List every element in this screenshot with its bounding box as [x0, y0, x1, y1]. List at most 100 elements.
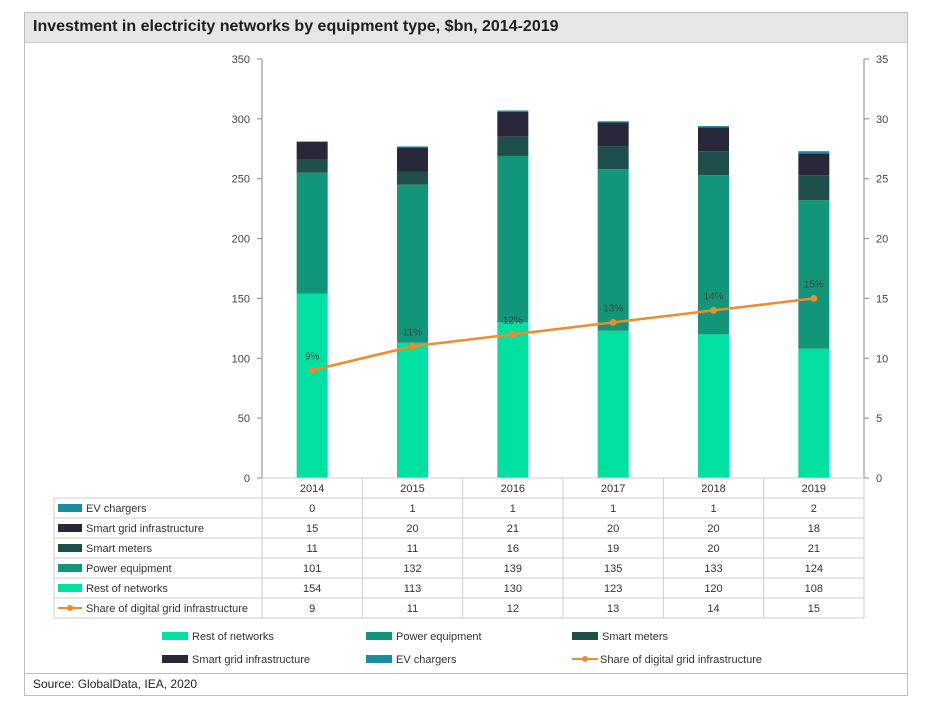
title-bar: Investment in electricity networks by eq… — [25, 13, 907, 43]
table-cell: 20 — [406, 523, 418, 535]
x-axis-tick-label: 2016 — [501, 483, 525, 495]
bar-segment — [597, 330, 629, 478]
bar-segment — [798, 153, 830, 176]
right-axis-tick-label: 35 — [876, 54, 888, 66]
table-cell: 12 — [507, 603, 519, 615]
table-cell: 1 — [610, 503, 616, 515]
x-axis-tick-label: 2018 — [701, 483, 725, 495]
table-cell: 2 — [811, 503, 817, 515]
table-cell: 20 — [707, 543, 719, 555]
bar-segment — [296, 159, 328, 173]
share-point — [810, 294, 818, 302]
table-legend-swatch — [58, 564, 82, 572]
left-axis-tick-label: 250 — [232, 174, 250, 186]
x-axis-tick-label: 2017 — [601, 483, 625, 495]
table-cell: 9 — [309, 603, 315, 615]
source-bar: Source: GlobalData, IEA, 2020 — [25, 673, 907, 695]
table-cell: 20 — [707, 523, 719, 535]
share-data-label: 15% — [804, 279, 824, 290]
x-axis-tick-label: 2019 — [802, 483, 826, 495]
left-axis-tick-label: 0 — [244, 473, 250, 485]
legend-label: Share of digital grid infrastructure — [600, 654, 762, 666]
table-cell: 132 — [403, 563, 421, 575]
bar-segment — [497, 136, 529, 156]
share-point — [710, 306, 717, 314]
right-axis-tick-label: 25 — [876, 174, 888, 186]
bar-segment — [698, 127, 729, 152]
table-cell: 16 — [507, 543, 519, 555]
bar-segment — [397, 184, 428, 343]
table-cell: 11 — [407, 603, 418, 615]
bar-segment — [397, 146, 428, 148]
table-legend-swatch — [58, 524, 82, 532]
source-note: Source: GlobalData, IEA, 2020 — [33, 677, 198, 691]
table-cell: 154 — [303, 583, 321, 595]
table-cell: 1 — [510, 503, 516, 515]
legend-swatch — [572, 632, 598, 640]
table-cell: 135 — [604, 563, 622, 575]
chart-title: Investment in electricity networks by eq… — [33, 18, 559, 35]
table-cell: 21 — [808, 543, 820, 555]
bar-segment — [497, 322, 529, 478]
table-cell: 11 — [306, 543, 317, 555]
table-cell: 108 — [805, 583, 823, 595]
share-data-label: 9% — [305, 351, 320, 362]
left-axis-tick-label: 350 — [232, 54, 250, 66]
right-axis-tick-label: 20 — [876, 234, 888, 246]
right-axis-tick-label: 30 — [876, 114, 888, 126]
right-axis-tick-label: 15 — [876, 293, 888, 305]
bar-segment — [798, 151, 830, 154]
table-cell: 19 — [607, 543, 619, 555]
bar-segment — [296, 172, 328, 294]
bar-segment — [597, 122, 629, 147]
legend-label: EV chargers — [396, 654, 457, 666]
legend-swatch — [162, 655, 188, 663]
legend-swatch — [366, 632, 392, 640]
table-cell: 133 — [704, 563, 722, 575]
table-row-label: Smart grid infrastructure — [86, 523, 204, 535]
share-point — [409, 342, 416, 350]
table-cell: 139 — [504, 563, 522, 575]
table-row-label: Power equipment — [86, 563, 172, 575]
share-data-label: 14% — [703, 291, 723, 302]
left-axis-tick-label: 200 — [232, 234, 250, 246]
table-cell: 11 — [407, 543, 418, 555]
bar-segment — [597, 121, 629, 123]
bar-segment — [597, 146, 629, 170]
bar-segment — [698, 126, 729, 128]
right-axis-tick-label: 5 — [876, 413, 882, 425]
x-axis-tick-label: 2014 — [300, 483, 324, 495]
share-data-label: 13% — [603, 303, 623, 314]
table-cell: 15 — [306, 523, 318, 535]
left-axis-tick-label: 100 — [232, 353, 250, 365]
table-cell: 124 — [805, 563, 823, 575]
table-row-label: Smart meters — [86, 543, 153, 555]
bar-segment — [497, 110, 529, 112]
table-legend-swatch — [58, 584, 82, 592]
share-data-label: 11% — [403, 327, 422, 338]
right-axis-tick-label: 10 — [876, 353, 888, 365]
legend-marker — [582, 656, 588, 662]
x-axis-tick-label: 2015 — [400, 483, 424, 495]
bar-segment — [798, 200, 830, 349]
bar-segment — [597, 169, 629, 331]
bar-segment — [296, 141, 328, 160]
table-cell: 1 — [710, 503, 716, 515]
table-cell: 1 — [409, 503, 415, 515]
share-data-label: 12% — [503, 315, 523, 326]
table-cell: 130 — [504, 583, 522, 595]
share-point — [609, 318, 617, 326]
table-cell: 18 — [808, 523, 820, 535]
table-row-label: Share of digital grid infrastructure — [86, 603, 248, 615]
table-cell: 13 — [607, 603, 619, 615]
legend-label: Smart grid infrastructure — [192, 654, 310, 666]
right-axis-tick-label: 0 — [876, 473, 882, 485]
bar-segment — [397, 171, 428, 185]
table-cell: 120 — [704, 583, 722, 595]
table-legend-swatch — [58, 504, 82, 512]
share-point — [509, 330, 517, 338]
left-axis-tick-label: 150 — [232, 293, 250, 305]
bar-segment — [698, 151, 729, 176]
bar-segment — [397, 147, 428, 172]
